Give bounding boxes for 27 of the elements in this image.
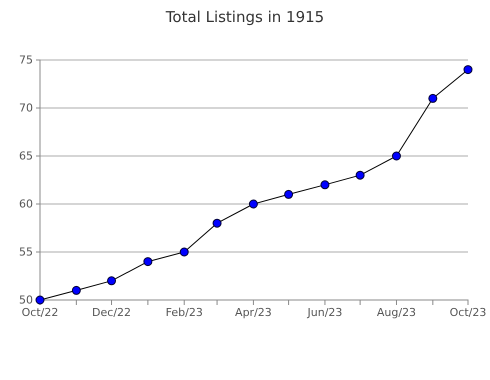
point [143,257,152,266]
x-tick-label: Oct/23 [450,306,486,319]
y-tick-label: 65 [19,150,33,163]
point [107,276,116,286]
point [320,180,330,190]
y-tick-label: 55 [19,246,33,259]
point [428,94,438,103]
chart-title: Total Listings in 1915 [164,8,324,26]
point [284,190,294,199]
y-tick-label: 60 [19,198,33,211]
y-tick-label: 70 [19,102,33,115]
x-tick-label: Oct/22 [22,306,58,319]
x-tick-label: Aug/23 [376,306,416,319]
point [36,296,44,304]
x-tick-label: Feb/23 [166,306,203,319]
point [212,218,222,228]
y-tick-label: 75 [19,54,33,67]
point [392,152,401,160]
y-tick-label: 50 [19,294,33,307]
x-tick-label: Dec/22 [92,306,132,319]
x-tick-label: Jun/23 [306,306,342,319]
point [464,65,472,74]
x-tick-label: Apr/23 [235,306,272,319]
point [248,200,258,208]
point [72,286,81,295]
point [356,170,365,180]
point [180,248,189,256]
